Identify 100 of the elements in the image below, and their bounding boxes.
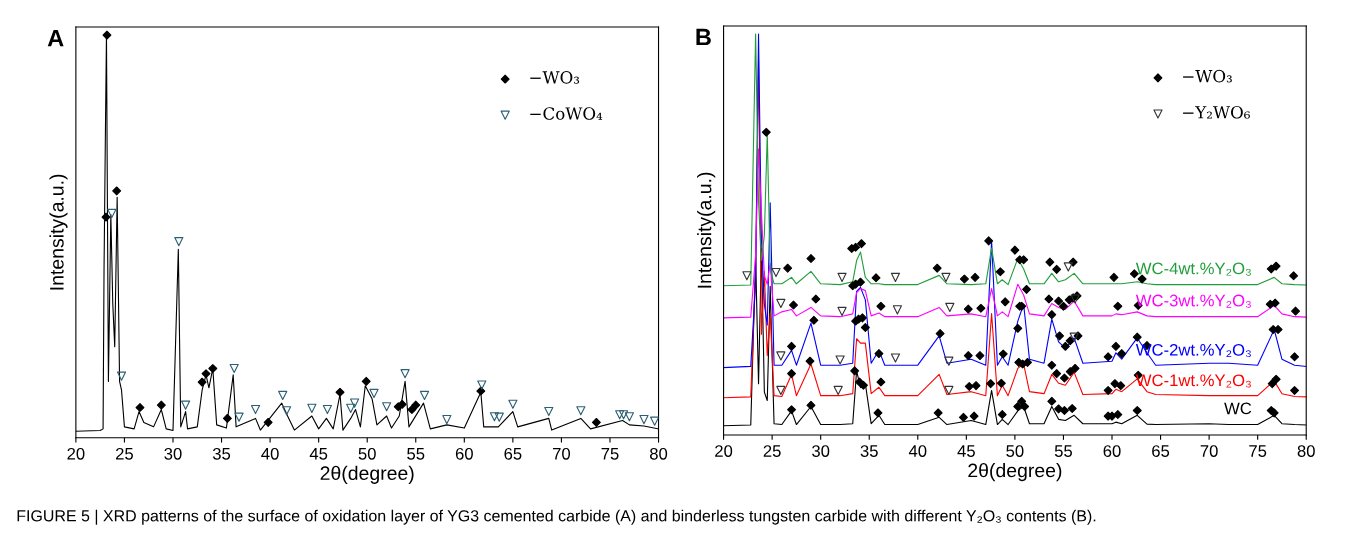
legend-label: −CoWO₄ bbox=[530, 107, 603, 120]
point bbox=[400, 369, 410, 379]
x-tick-label: 50 bbox=[1006, 445, 1024, 457]
x-tick-label: 40 bbox=[261, 447, 279, 460]
point bbox=[489, 412, 500, 422]
point bbox=[776, 385, 786, 396]
point bbox=[282, 406, 292, 416]
point bbox=[335, 387, 345, 397]
x-tick-label: 70 bbox=[1200, 445, 1218, 457]
point bbox=[1063, 262, 1073, 272]
point bbox=[174, 237, 184, 247]
point bbox=[201, 369, 211, 379]
point bbox=[208, 363, 218, 373]
x-tick-label: 55 bbox=[407, 448, 425, 460]
point bbox=[576, 406, 586, 416]
point bbox=[411, 400, 421, 410]
point bbox=[835, 355, 845, 365]
series-label: WC-3wt.%Y₂O₃ bbox=[1135, 294, 1251, 308]
x-tick-label: 65 bbox=[504, 447, 522, 460]
point bbox=[944, 385, 954, 396]
x-tick-label: 75 bbox=[601, 448, 619, 460]
x-tick-label: 35 bbox=[860, 445, 878, 457]
x-tick-label: 25 bbox=[116, 447, 134, 460]
x-tick-label: 20 bbox=[715, 445, 733, 457]
point bbox=[278, 390, 288, 401]
point bbox=[116, 371, 127, 381]
point bbox=[307, 403, 317, 413]
point bbox=[250, 404, 261, 415]
point bbox=[442, 415, 452, 425]
series-label: WC-4wt.%Y₂O₃ bbox=[1135, 262, 1251, 276]
point bbox=[222, 413, 232, 423]
point bbox=[419, 390, 430, 401]
x-axis-title: 2θ(degree) bbox=[320, 465, 414, 484]
x-tick-label: 75 bbox=[1249, 445, 1267, 457]
point bbox=[945, 302, 955, 313]
series-label: WC bbox=[1224, 402, 1252, 415]
x-tick-label: 45 bbox=[309, 448, 328, 460]
point bbox=[263, 417, 273, 427]
legend-label: −WO₃ bbox=[530, 71, 580, 84]
point bbox=[361, 376, 371, 386]
x-tick-label: 60 bbox=[1103, 445, 1121, 457]
point bbox=[1069, 332, 1079, 342]
caption: FIGURE 5 | XRD patterns of the surface of oxidation layer of YG3 cemented carbide (A) and binderless tungsten carbide with different Y₂O₃ contents (B). bbox=[17, 509, 1096, 525]
x-tick-label: 25 bbox=[763, 445, 781, 457]
x-tick-label: 50 bbox=[358, 447, 376, 460]
point bbox=[615, 410, 625, 420]
point bbox=[742, 271, 752, 281]
point bbox=[890, 272, 901, 282]
point bbox=[494, 412, 504, 422]
point bbox=[776, 298, 786, 309]
point bbox=[650, 416, 659, 426]
x-tick-label: 30 bbox=[164, 447, 182, 460]
point bbox=[624, 412, 635, 422]
point bbox=[107, 208, 117, 219]
y-axis-title: Intensity(a.u.) bbox=[697, 172, 716, 288]
legend-label: −Y₂WO₆ bbox=[1183, 106, 1250, 119]
point bbox=[322, 404, 332, 415]
point bbox=[477, 380, 487, 390]
point bbox=[833, 385, 843, 396]
point bbox=[508, 399, 518, 409]
point bbox=[837, 272, 847, 282]
x-tick-label: 40 bbox=[908, 445, 927, 457]
point bbox=[135, 403, 145, 413]
point bbox=[181, 400, 191, 410]
point bbox=[771, 267, 781, 278]
x-tick-label: 55 bbox=[1054, 445, 1073, 457]
point bbox=[234, 412, 244, 422]
x-tick-label: 60 bbox=[455, 447, 473, 460]
point bbox=[382, 402, 392, 412]
point bbox=[944, 356, 954, 366]
point bbox=[102, 30, 112, 40]
point bbox=[941, 272, 951, 282]
point bbox=[837, 306, 847, 317]
x-tick-label: 30 bbox=[812, 445, 830, 457]
x-axis-title: 2θ(degree) bbox=[968, 463, 1062, 482]
point bbox=[101, 212, 111, 222]
x-tick-label: 65 bbox=[1152, 445, 1170, 457]
point bbox=[197, 377, 207, 387]
point bbox=[544, 406, 554, 417]
point bbox=[349, 398, 360, 408]
y-axis-title: Intensity(a.u.) bbox=[49, 174, 68, 290]
x-tick-label: 80 bbox=[649, 447, 668, 460]
point bbox=[639, 415, 649, 425]
point bbox=[618, 410, 629, 420]
legend-label: −WO₃ bbox=[1183, 69, 1232, 83]
point bbox=[591, 417, 601, 427]
point bbox=[229, 363, 239, 374]
x-tick-label: 45 bbox=[957, 445, 975, 457]
point bbox=[369, 388, 379, 399]
chart-title: B bbox=[696, 28, 711, 46]
x-tick-label: 70 bbox=[553, 447, 571, 460]
x-tick-label: 20 bbox=[67, 447, 85, 460]
point bbox=[776, 351, 786, 361]
point bbox=[890, 353, 901, 363]
point bbox=[112, 186, 122, 196]
point bbox=[892, 305, 902, 315]
point bbox=[156, 400, 166, 410]
x-tick-label: 35 bbox=[212, 447, 231, 460]
point bbox=[346, 403, 356, 413]
chart-title: A bbox=[47, 29, 64, 47]
